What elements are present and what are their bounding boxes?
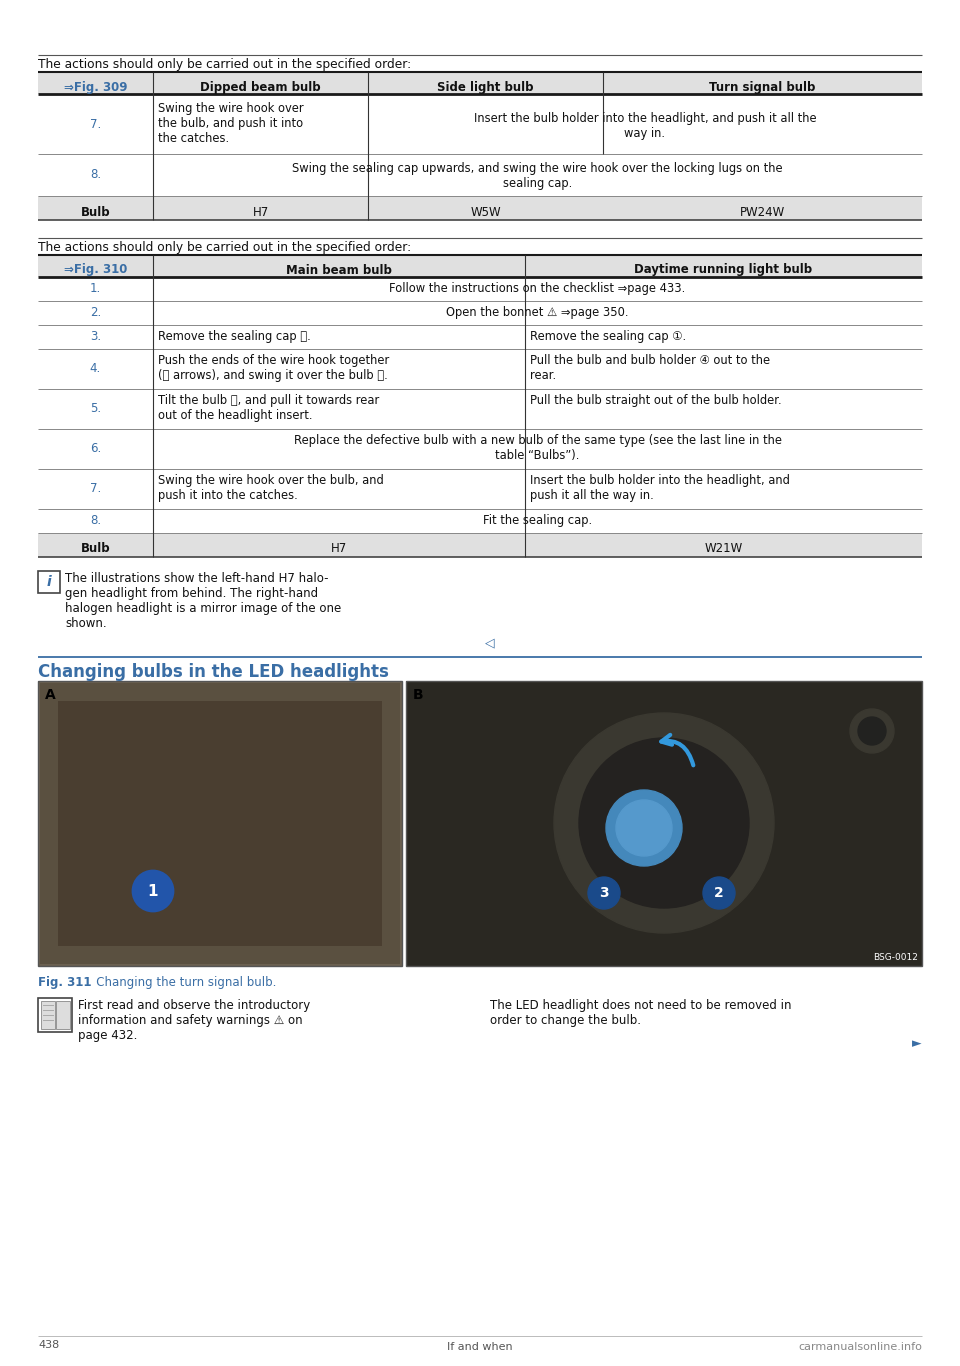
Text: Push the ends of the wire hook together
(ⓓ arrows), and swing it over the bulb Ⓓ: Push the ends of the wire hook together … xyxy=(158,354,389,382)
Text: H7: H7 xyxy=(331,542,348,556)
Bar xyxy=(41,1001,55,1029)
Text: A: A xyxy=(45,688,56,702)
Text: PW24W: PW24W xyxy=(740,205,785,219)
Text: Dipped beam bulb: Dipped beam bulb xyxy=(201,81,321,93)
Text: Swing the sealing cap upwards, and swing the wire hook over the locking lugs on : Swing the sealing cap upwards, and swing… xyxy=(292,163,782,190)
Text: The illustrations show the left-hand H7 halo-
gen headlight from behind. The rig: The illustrations show the left-hand H7 … xyxy=(65,572,341,630)
Text: W21W: W21W xyxy=(705,542,743,556)
Text: 1.: 1. xyxy=(90,283,101,295)
Text: 8.: 8. xyxy=(90,168,101,182)
Circle shape xyxy=(588,877,620,908)
Text: Swing the wire hook over the bulb, and
push it into the catches.: Swing the wire hook over the bulb, and p… xyxy=(158,474,384,501)
Text: Insert the bulb holder into the headlight, and push it all the
way in.: Insert the bulb holder into the headligh… xyxy=(473,112,816,139)
Text: 2.: 2. xyxy=(90,306,101,320)
Text: W5W: W5W xyxy=(470,205,501,219)
Text: If and when: If and when xyxy=(447,1341,513,1352)
Text: 7.: 7. xyxy=(90,482,101,496)
Bar xyxy=(38,682,402,966)
Text: Remove the sealing cap ①.: Remove the sealing cap ①. xyxy=(530,331,686,343)
Text: Swing the wire hook over
the bulb, and push it into
the catches.: Swing the wire hook over the bulb, and p… xyxy=(158,102,303,145)
Text: Pull the bulb straight out of the bulb holder.: Pull the bulb straight out of the bulb h… xyxy=(530,393,781,407)
Text: Daytime running light bulb: Daytime running light bulb xyxy=(635,264,812,276)
Text: First read and observe the introductory
information and safety warnings ⚠ on
pag: First read and observe the introductory … xyxy=(78,999,310,1042)
Circle shape xyxy=(858,717,886,744)
Text: BSG-0012: BSG-0012 xyxy=(874,953,918,962)
Circle shape xyxy=(554,713,774,933)
Circle shape xyxy=(850,709,894,753)
Text: 5.: 5. xyxy=(90,403,101,415)
Bar xyxy=(38,255,922,277)
Bar xyxy=(406,682,922,966)
Text: 438: 438 xyxy=(38,1340,60,1350)
Text: 2: 2 xyxy=(714,887,724,900)
Text: Fig. 311: Fig. 311 xyxy=(38,975,91,989)
Text: 3: 3 xyxy=(599,887,609,900)
Text: 3.: 3. xyxy=(90,331,101,343)
Text: i: i xyxy=(47,575,52,589)
Text: Fit the sealing cap.: Fit the sealing cap. xyxy=(483,514,592,527)
Text: Remove the sealing cap Ⓒ.: Remove the sealing cap Ⓒ. xyxy=(158,331,311,343)
Bar xyxy=(38,999,72,1031)
Bar xyxy=(38,571,60,593)
Text: Pull the bulb and bulb holder ④ out to the
rear.: Pull the bulb and bulb holder ④ out to t… xyxy=(530,354,770,382)
Text: carmanualsonline.info: carmanualsonline.info xyxy=(798,1341,922,1352)
Bar xyxy=(406,682,922,966)
Bar xyxy=(56,1001,70,1029)
Text: Tilt the bulb Ⓓ, and pull it towards rear
out of the headlight insert.: Tilt the bulb Ⓓ, and pull it towards rea… xyxy=(158,393,379,422)
Text: B: B xyxy=(413,688,423,702)
Bar xyxy=(38,682,402,966)
Text: Changing bulbs in the LED headlights: Changing bulbs in the LED headlights xyxy=(38,663,389,682)
Text: Open the bonnet ⚠ ⇒page 350.: Open the bonnet ⚠ ⇒page 350. xyxy=(446,306,629,320)
Circle shape xyxy=(703,877,735,908)
Text: 1: 1 xyxy=(148,884,158,899)
Text: The actions should only be carried out in the specified order:: The actions should only be carried out i… xyxy=(38,57,411,71)
Text: 7.: 7. xyxy=(90,117,101,131)
Bar xyxy=(38,195,922,220)
Text: Follow the instructions on the checklist ⇒page 433.: Follow the instructions on the checklist… xyxy=(390,281,685,295)
Bar xyxy=(38,533,922,557)
Text: Changing the turn signal bulb.: Changing the turn signal bulb. xyxy=(85,975,276,989)
Text: 6.: 6. xyxy=(90,443,101,455)
Bar xyxy=(58,701,382,947)
Text: ⇒Fig. 310: ⇒Fig. 310 xyxy=(63,264,127,276)
Text: 4.: 4. xyxy=(90,362,101,376)
FancyArrowPatch shape xyxy=(661,735,693,765)
Text: The actions should only be carried out in the specified order:: The actions should only be carried out i… xyxy=(38,240,411,254)
Text: Insert the bulb holder into the headlight, and
push it all the way in.: Insert the bulb holder into the headligh… xyxy=(530,474,790,501)
Text: Replace the defective bulb with a new bulb of the same type (see the last line i: Replace the defective bulb with a new bu… xyxy=(294,434,781,462)
Text: Side light bulb: Side light bulb xyxy=(437,81,534,93)
Text: H7: H7 xyxy=(252,205,269,219)
Text: ◁: ◁ xyxy=(485,637,494,649)
Text: Turn signal bulb: Turn signal bulb xyxy=(709,81,816,93)
Text: Bulb: Bulb xyxy=(81,542,110,556)
Text: Main beam bulb: Main beam bulb xyxy=(286,264,392,276)
Text: ⇒Fig. 309: ⇒Fig. 309 xyxy=(63,81,128,93)
Circle shape xyxy=(616,800,672,856)
Text: The LED headlight does not need to be removed in
order to change the bulb.: The LED headlight does not need to be re… xyxy=(490,999,791,1027)
Bar xyxy=(38,72,922,94)
Circle shape xyxy=(606,790,682,866)
Text: 8.: 8. xyxy=(90,515,101,527)
Circle shape xyxy=(579,738,749,908)
Text: ►: ► xyxy=(912,1038,922,1050)
Bar xyxy=(40,683,400,964)
Circle shape xyxy=(133,872,173,911)
Text: Bulb: Bulb xyxy=(81,205,110,219)
